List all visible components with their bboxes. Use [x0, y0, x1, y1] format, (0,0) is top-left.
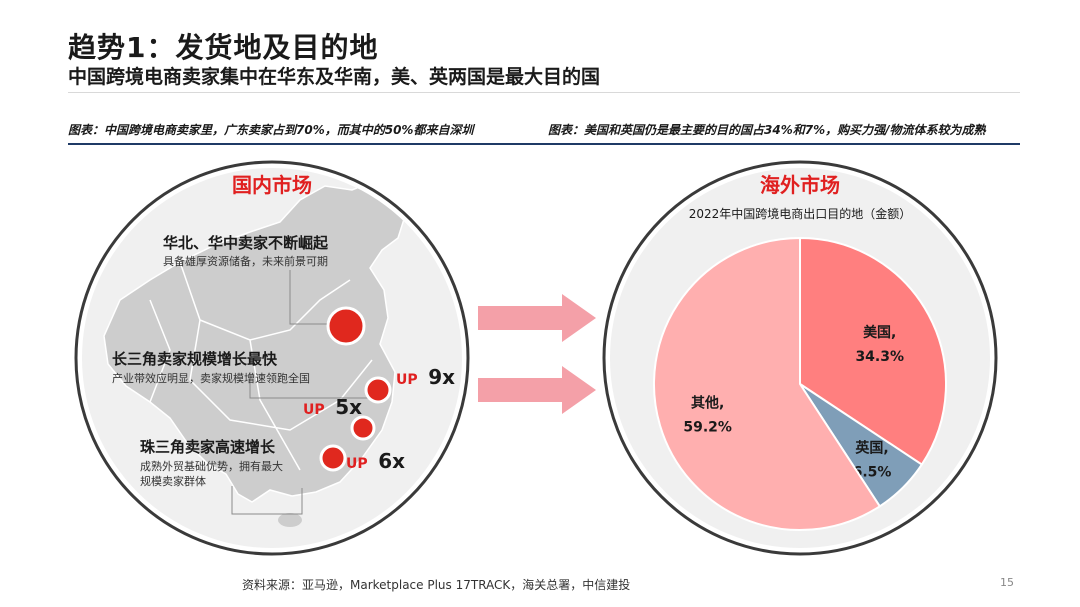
domestic-heading: 国内市场 [232, 173, 312, 197]
source-footnote: 资料来源：亚马逊，Marketplace Plus 17TRACK，海关总署，中… [242, 578, 631, 592]
badge-up-label: UP [303, 402, 325, 418]
yangtze-title: 长三角卖家规模增长最快 [112, 350, 278, 368]
pie-label-uk: 英国, [854, 439, 888, 456]
overseas-market-panel: 海外市场 2022年中国跨境电商出口目的地（金额） 美国, 34.3% 英国, 6.5… [602, 160, 998, 556]
growth-badge-pearl: UP 6x [346, 449, 405, 473]
pie-value-uk: 6.5% [853, 464, 892, 480]
page-title: 趋势1：发货地及目的地 [68, 31, 379, 64]
yangtze-region-dot [364, 376, 392, 404]
growth-badge-yangtze: UP 9x [396, 365, 455, 389]
badge-multiplier: 9x [428, 365, 455, 389]
arrow-right-icon [478, 294, 596, 342]
page-subtitle: 中国跨境电商卖家集中在华东及华南，美、英两国是最大目的国 [68, 66, 601, 88]
badge-up-label: UP [396, 372, 418, 388]
pie-chart-title: 2022年中国跨境电商出口目的地（金额） [689, 206, 912, 221]
growth-badge-fujian: UP 5x [303, 395, 362, 419]
pie-value-other: 59.2% [683, 419, 732, 435]
pearl-leader-line [231, 486, 303, 515]
pie-value-usa: 34.3% [855, 349, 904, 365]
pie-chart: 美国, 34.3% 英国, 6.5% 其他, 59.2% [653, 236, 947, 531]
title-divider [68, 92, 1020, 93]
page-number: 15 [1000, 576, 1014, 589]
overseas-heading: 海外市场 [760, 173, 840, 197]
north-leader-line [289, 270, 330, 325]
pearl-title: 珠三角卖家高速增长 [140, 438, 276, 456]
badge-multiplier: 6x [378, 449, 405, 473]
badge-multiplier: 5x [335, 395, 362, 419]
domestic-market-panel: 国内市场 华北、华中卖家不断崛起 具备雄厚资源储备，未来前景可期 长三角卖家规模… [74, 160, 470, 556]
china-map-icon [103, 181, 406, 527]
caption-divider [68, 143, 1020, 145]
fujian-region-dot [350, 415, 376, 441]
north-region-dot [326, 306, 366, 346]
pie-label-other: 其他, [691, 394, 724, 411]
pie-label-usa: 美国, [863, 324, 896, 341]
pearl-desc-line1: 成熟外贸基础优势，拥有最大 [140, 459, 283, 473]
north-desc: 具备雄厚资源储备，未来前景可期 [163, 254, 328, 268]
caption-right: 图表：美国和英国仍是最主要的目的国占34%和7%，购买力强/物流体系较为成熟 [548, 123, 986, 137]
pearl-desc-line2: 规模卖家群体 [140, 474, 206, 488]
yangtze-leader-line [249, 372, 372, 399]
arrow-right-icon [478, 366, 596, 414]
badge-up-label: UP [346, 456, 368, 472]
caption-left: 图表：中国跨境电商卖家里，广东卖家占到70%，而其中的50%都来自深圳 [68, 123, 474, 137]
yangtze-desc: 产业带效应明显，卖家规模增速领跑全国 [112, 371, 310, 385]
pie-slice-other [653, 236, 882, 531]
pearl-region-dot [319, 444, 347, 472]
north-title: 华北、华中卖家不断崛起 [163, 234, 329, 252]
